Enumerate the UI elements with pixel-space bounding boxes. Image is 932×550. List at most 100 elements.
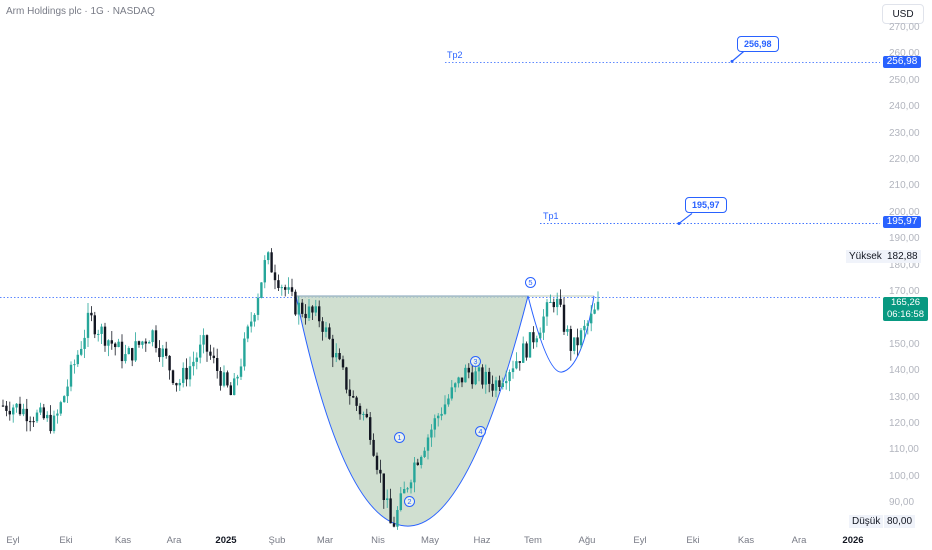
candle-body: [552, 301, 555, 308]
candle-body: [42, 407, 45, 419]
candle-body: [195, 357, 198, 362]
candle-body: [311, 306, 314, 313]
candle-body: [253, 314, 256, 322]
candle-body: [69, 364, 73, 387]
candle-body: [236, 376, 239, 379]
candle-body: [35, 412, 39, 422]
candle-body: [12, 407, 15, 415]
candle-body: [185, 367, 188, 380]
candle-body: [406, 488, 409, 490]
candle-body: [32, 421, 35, 423]
candle-body: [559, 298, 562, 305]
candle-body: [144, 341, 147, 344]
candle-body: [205, 335, 209, 352]
time-tick: Eyl: [6, 535, 20, 546]
time-tick: May: [421, 535, 439, 546]
candle-body: [267, 252, 270, 261]
candle-body: [586, 323, 589, 326]
tp1-callout[interactable]: 195,97: [685, 197, 727, 213]
price-tick: 170,00: [889, 286, 920, 297]
candle-body: [396, 509, 399, 527]
time-tick: Kas: [114, 535, 132, 546]
candle-body: [464, 367, 467, 383]
time-tick: Eyl: [633, 535, 647, 546]
candle-body: [158, 348, 161, 358]
wave-label-1[interactable]: 1: [394, 432, 405, 443]
candle-body: [484, 371, 487, 385]
candle-body: [454, 383, 457, 388]
candle-body: [488, 371, 491, 384]
time-tick: Kas: [737, 535, 755, 546]
time-tick: Mar: [316, 535, 334, 546]
candle-body: [165, 348, 168, 356]
price-tick: 110,00: [889, 444, 919, 456]
candle-body: [375, 455, 379, 470]
candle-body: [22, 408, 25, 415]
current-price: 165,26: [890, 297, 921, 308]
candle-body: [182, 367, 185, 383]
price-tick: 200,00: [889, 206, 920, 218]
candle-body: [131, 348, 134, 361]
candle-body: [413, 462, 416, 483]
price-tick: 240,00: [889, 101, 920, 113]
candle-body: [420, 456, 423, 465]
time-tick: Ara: [791, 535, 807, 546]
time-tick: Haz: [473, 535, 491, 546]
candle-body: [151, 330, 154, 343]
candle-body: [260, 282, 263, 298]
wave-label-2[interactable]: 2: [404, 496, 415, 507]
price-tick: 260,00: [889, 48, 920, 60]
cup-body: [295, 295, 529, 527]
candle-body: [93, 315, 96, 335]
candle-body: [379, 469, 382, 474]
wave-label-4[interactable]: 4: [475, 426, 486, 437]
candle-body: [256, 297, 260, 315]
candle-body: [66, 386, 69, 397]
candle-body: [83, 337, 86, 349]
price-tick: 100,00: [889, 470, 920, 482]
candle-body: [239, 366, 243, 377]
candle-body: [447, 398, 450, 405]
candle-body: [318, 306, 321, 322]
candle-body: [141, 341, 144, 345]
candle-body: [280, 287, 283, 289]
time-tick: Şub: [268, 535, 286, 546]
candle-body: [15, 403, 18, 408]
candle-body: [301, 302, 304, 314]
candle-body: [284, 287, 287, 290]
candle-body: [335, 353, 338, 358]
tp2-label: Tp2: [447, 50, 463, 60]
candle-body: [556, 298, 559, 308]
candle-body: [562, 304, 566, 332]
target-lines: [0, 49, 880, 298]
tp2-price-tag: 256,98: [883, 56, 921, 68]
candle-body: [566, 329, 569, 332]
symbol-title: Arm Holdings plc · 1G · NASDAQ: [6, 6, 155, 17]
candle-body: [474, 371, 477, 385]
candle-body: [535, 338, 538, 343]
price-tick: 140,00: [889, 365, 920, 377]
wave-label-5[interactable]: 5: [525, 277, 536, 288]
candle-body: [304, 313, 307, 319]
wave-label-3[interactable]: 3: [470, 356, 481, 367]
current-price-tag: 165,26 06:16:58: [883, 297, 928, 321]
time-tick: 2026: [842, 535, 864, 546]
currency-button[interactable]: USD: [882, 4, 924, 24]
tp2-callout[interactable]: 256,98: [737, 36, 779, 52]
candle-body: [175, 383, 178, 386]
candle-body: [345, 367, 348, 390]
candle-body: [39, 407, 42, 413]
candle-body: [73, 364, 76, 366]
price-tick: 130,00: [889, 391, 920, 403]
price-tick: 180,00: [889, 259, 920, 271]
candle-body: [188, 366, 192, 380]
candle-body: [277, 280, 280, 289]
candle-body: [290, 287, 294, 292]
candle-body: [515, 361, 518, 369]
tp1-anchor: [677, 221, 681, 225]
candle-body: [229, 385, 232, 396]
candle-body: [416, 462, 419, 465]
candle-body: [1, 405, 5, 407]
candle-body: [80, 348, 83, 355]
